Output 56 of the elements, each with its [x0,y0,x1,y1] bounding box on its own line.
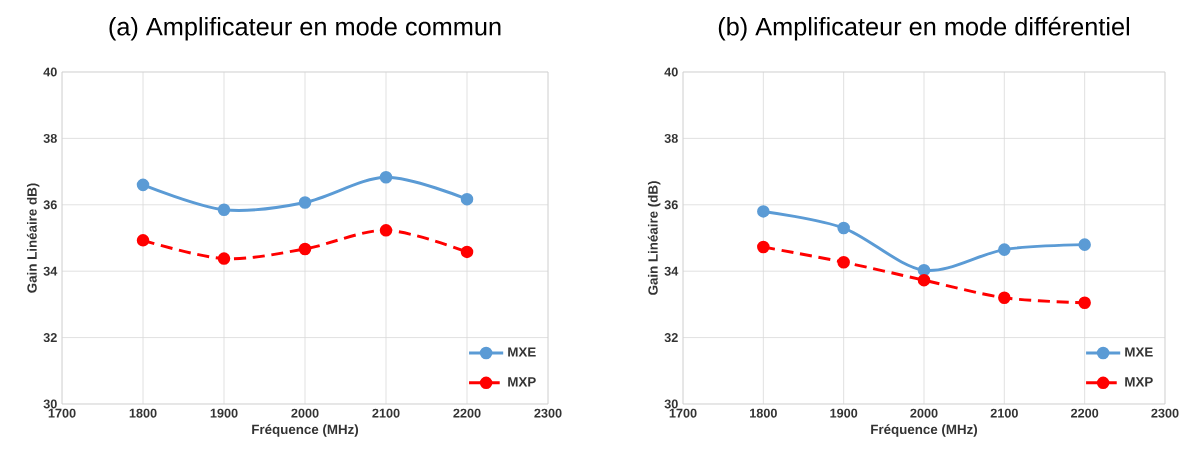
x-tick-label: 2300 [534,408,562,418]
point [917,263,931,277]
point [136,234,150,247]
y-tick-label: 32 [664,333,678,343]
y-tick-label: 38 [43,133,57,143]
legend-label: MXE [508,347,536,357]
y-tick-label: 34 [664,266,679,276]
x-tick-label: 1900 [830,408,858,418]
point [757,205,770,218]
y-tick-label: 36 [664,200,678,210]
chart-title: (b) Amplificateur en mode différentiel [718,16,1130,41]
y-tick-label: 30 [43,399,57,409]
y-tick-label: 40 [664,67,678,77]
point [217,252,231,265]
x-tick-label: 2200 [1071,408,1099,418]
point [298,196,312,209]
x-tick-label: 1700 [48,408,76,418]
x-tick-label: 2000 [910,408,938,418]
point [837,221,850,235]
legend-label: MXP [508,377,536,387]
x-tick-label: 2000 [291,408,319,418]
point [217,203,231,217]
x-tick-label: 2200 [453,408,481,418]
point [837,255,850,269]
point [1078,238,1091,251]
x-tick-label: 2300 [1151,408,1179,418]
y-axis-title: Gain Linéaire dB) [26,183,40,293]
chart-title: (a) Amplificateur en mode commun [109,17,501,41]
point [998,291,1011,305]
x-tick-label: 2100 [372,408,400,418]
y-axis-title: Gain Linéaire (dB) [647,181,661,295]
point [460,245,474,259]
y-tick-label: 30 [664,399,678,409]
y-tick-label: 36 [43,200,57,210]
y-tick-label: 40 [43,67,57,77]
x-axis-title: Fréquence (MHz) [252,424,359,437]
x-tick-label: 2100 [990,408,1018,418]
point [298,242,312,256]
legend-label: MXE [1125,347,1153,357]
legend-label: MXP [1125,377,1153,387]
point [1078,296,1091,309]
point [379,224,393,237]
x-tick-label: 1800 [129,408,157,418]
point [136,178,150,192]
x-tick-label: 1900 [210,408,238,418]
x-tick-label: 1800 [750,408,777,418]
point [917,273,931,287]
y-tick-label: 34 [43,266,58,276]
y-tick-label: 32 [43,333,57,343]
x-axis-title: Fréquence (MHz) [871,424,978,437]
x-tick-label: 1700 [669,408,697,418]
point [998,243,1011,256]
point [460,192,474,206]
point [379,170,393,184]
y-tick-label: 38 [664,133,678,143]
point [757,240,770,254]
